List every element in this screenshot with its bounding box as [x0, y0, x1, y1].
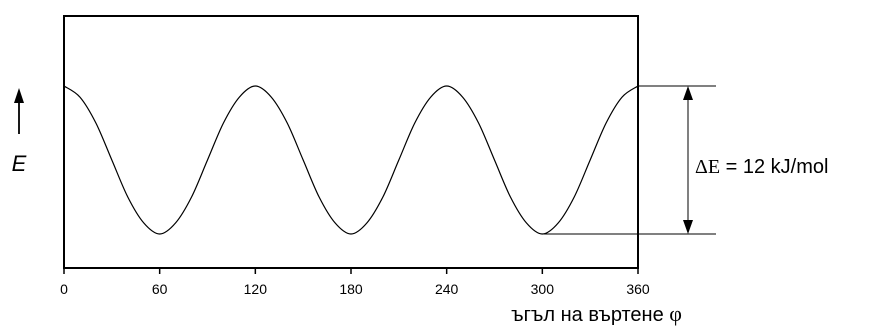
y-axis-arrow-head — [14, 88, 24, 103]
x-tick-label-360: 360 — [626, 281, 650, 297]
plot-frame — [63, 15, 639, 269]
series-line — [63, 85, 639, 235]
delta-e-label: ΔE = 12 kJ/mol — [695, 156, 828, 178]
delta-e-symbol: ΔE — [695, 156, 720, 178]
x-tick-label-120: 120 — [244, 281, 268, 297]
x-ticks — [63, 268, 639, 274]
x-axis-label-symbol: φ — [669, 301, 682, 326]
delta-arrow-down — [683, 220, 693, 234]
x-axis-label-text: ъгъл на въртене — [511, 304, 664, 326]
x-tick-labels: 0 60 120 180 240 300 360 — [60, 281, 650, 297]
delta-arrow-up — [683, 86, 693, 100]
x-tick-label-60: 60 — [152, 281, 168, 297]
x-tick-label-180: 180 — [339, 281, 363, 297]
delta-e-value: = 12 kJ/mol — [720, 156, 828, 178]
y-axis-label: E — [12, 151, 27, 176]
x-axis-label: ъгъл на въртене φ — [511, 301, 682, 326]
x-tick-label-300: 300 — [531, 281, 555, 297]
x-tick-label-240: 240 — [435, 281, 459, 297]
x-tick-label-0: 0 — [60, 281, 68, 297]
